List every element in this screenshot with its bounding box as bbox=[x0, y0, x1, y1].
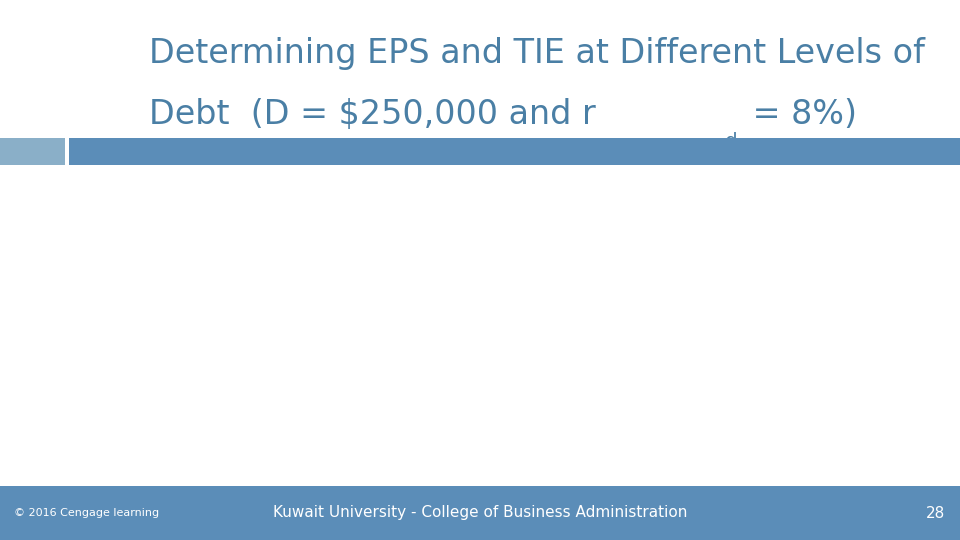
Bar bbox=[0, 138, 65, 165]
Text: Kuwait University - College of Business Administration: Kuwait University - College of Business … bbox=[273, 505, 687, 521]
Text: = 8%): = 8%) bbox=[742, 98, 856, 131]
Text: 28: 28 bbox=[926, 505, 946, 521]
Text: d: d bbox=[725, 132, 738, 151]
Bar bbox=[0, 486, 960, 540]
Text: Debt  (D = $250,000 and r: Debt (D = $250,000 and r bbox=[149, 98, 595, 131]
Text: d: d bbox=[725, 132, 738, 151]
Text: Determining EPS and TIE at Different Levels of: Determining EPS and TIE at Different Lev… bbox=[149, 37, 924, 70]
Text: © 2016 Cengage learning: © 2016 Cengage learning bbox=[14, 508, 159, 518]
Bar bbox=[69, 138, 960, 165]
